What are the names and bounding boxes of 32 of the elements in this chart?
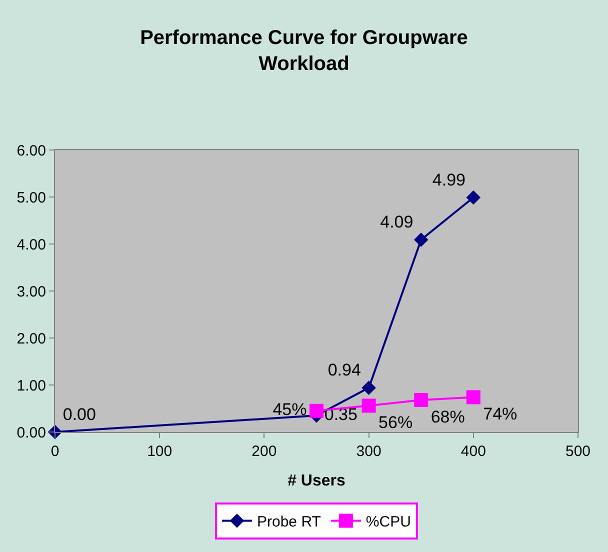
x-axis-title: # Users: [288, 472, 346, 490]
point: [310, 404, 324, 418]
point: [362, 380, 376, 395]
y-tick-label: 1.00: [16, 377, 46, 394]
x-tick-label: 500: [565, 443, 591, 460]
chart-title: Performance Curve for Groupware Workload: [140, 27, 468, 76]
data-label: 0.94: [328, 360, 361, 380]
point: [362, 398, 376, 413]
x-tick-label: 300: [356, 443, 382, 460]
data-label: 68%: [430, 408, 465, 427]
y-tick-label: 6.00: [16, 142, 46, 160]
y-tick-label: 4.00: [16, 236, 46, 254]
point: [466, 190, 481, 205]
data-label: 4.09: [380, 212, 414, 232]
data-label: 74%: [483, 404, 518, 424]
y-tick-label: 5.00: [16, 189, 46, 206]
point: [414, 393, 428, 408]
data-label: 45%: [272, 400, 307, 420]
data-label: 0.00: [62, 404, 96, 424]
y-tick-label: 0.00: [16, 424, 46, 442]
data-label: 4.99: [432, 170, 466, 190]
data-label: 56%: [378, 413, 413, 432]
legend-label: Probe RT: [257, 514, 321, 531]
point: [414, 232, 428, 247]
point: [466, 390, 480, 404]
y-tick-label: 2.00: [16, 330, 46, 348]
x-tick-label: 200: [252, 443, 277, 460]
legend-label: %CPU: [366, 514, 411, 531]
x-tick-label: 400: [460, 443, 486, 460]
x-tick-label: 0: [50, 443, 60, 460]
y-tick-label: 3.00: [16, 283, 46, 300]
x-tick-label: 100: [147, 443, 172, 460]
